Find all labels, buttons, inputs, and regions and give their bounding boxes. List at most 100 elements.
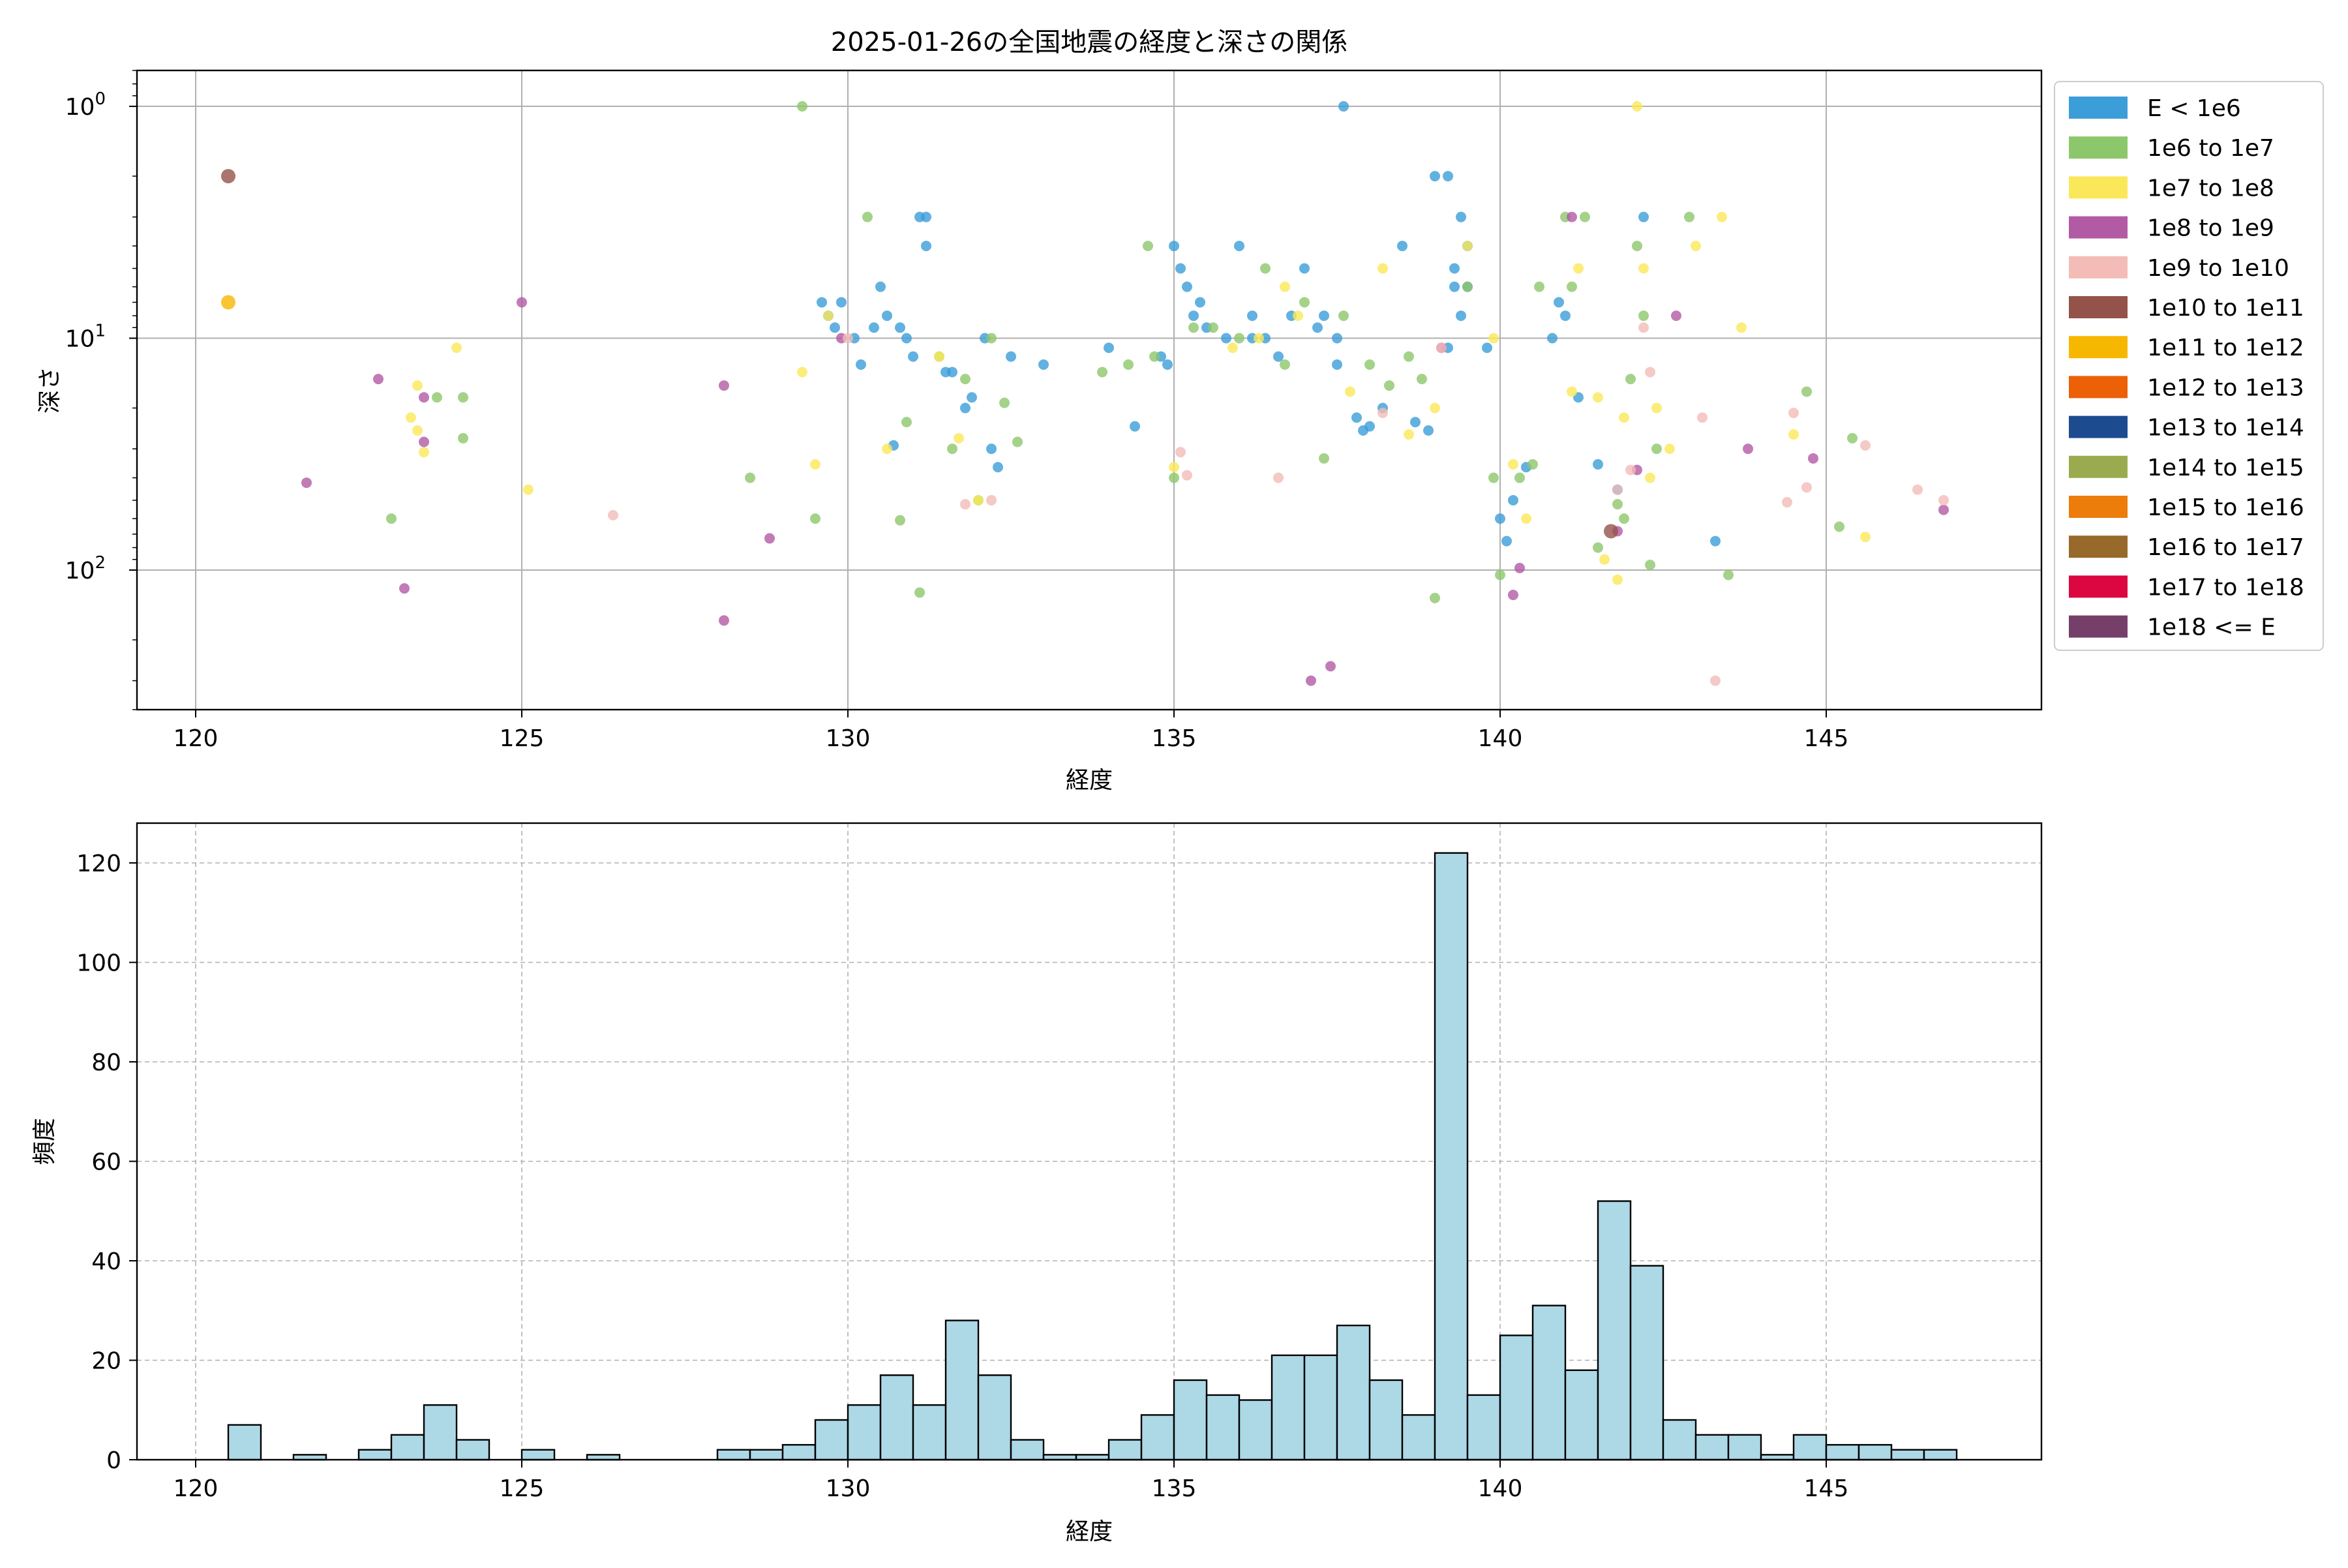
- scatter-point: [1104, 342, 1114, 354]
- legend-label: 1e8 to 1e9: [2147, 215, 2274, 242]
- scatter-point: [797, 367, 807, 378]
- scatter-point: [986, 333, 997, 344]
- scatter-point: [810, 459, 820, 470]
- histogram-bar: [455, 1439, 490, 1461]
- histogram-bar: [1792, 1434, 1828, 1461]
- scatter-point: [1130, 421, 1140, 432]
- legend-label: 1e14 to 1e15: [2147, 455, 2304, 481]
- scatter-point: [1430, 171, 1440, 182]
- histogram-bar: [227, 1424, 262, 1461]
- scatter-point: [719, 615, 729, 626]
- scatter-point: [1782, 497, 1792, 508]
- scatter-point: [1423, 425, 1434, 436]
- histogram-y-tick-label: 20: [91, 1348, 121, 1375]
- scatter-point: [1638, 310, 1649, 322]
- legend-items: E < 1e6 1e6 to 1e7 1e7 to 1e8 1e8 to 1e9 1e9…: [2069, 95, 2304, 641]
- scatter-point: [1456, 310, 1466, 322]
- scatter-point: [1280, 281, 1290, 292]
- scatter-point: [993, 462, 1003, 473]
- scatter-point: [432, 392, 442, 403]
- scatter-point: [1247, 310, 1257, 322]
- histogram-bar: [357, 1449, 393, 1461]
- scatter-x-tick-label: 120: [173, 725, 218, 752]
- scatter-point: [1410, 417, 1421, 428]
- legend-label: 1e17 to 1e18: [2147, 574, 2304, 601]
- scatter-point: [1743, 444, 1753, 455]
- scatter-point: [419, 436, 429, 447]
- scatter-point: [1638, 211, 1649, 222]
- legend-swatch: [2069, 256, 2128, 279]
- scatter-point: [1528, 459, 1538, 470]
- scatter-x-tick-label: 135: [1152, 725, 1197, 752]
- scatter-point: [608, 509, 618, 520]
- scatter-point: [1188, 322, 1199, 333]
- scatter-point: [921, 241, 931, 252]
- scatter-point: [1430, 402, 1440, 414]
- scatter-point: [895, 322, 905, 333]
- scatter-y-tick-base: 10: [65, 94, 95, 121]
- histogram-bar: [423, 1404, 458, 1461]
- histogram-bar: [1010, 1439, 1045, 1461]
- histogram-bar: [1107, 1439, 1143, 1461]
- scatter-point: [1619, 513, 1629, 524]
- scatter-point: [1345, 386, 1355, 397]
- scatter-point: [1684, 211, 1694, 222]
- scatter-point: [1645, 367, 1655, 378]
- scatter-y-label: 深さ: [37, 367, 63, 414]
- scatter-point: [856, 359, 866, 370]
- scatter-point: [1912, 484, 1923, 495]
- scatter-point: [1364, 421, 1375, 432]
- scatter-point: [1860, 440, 1871, 451]
- scatter-x-tick-label: 125: [500, 725, 545, 752]
- scatter-point: [973, 494, 984, 505]
- scatter-point: [1306, 675, 1316, 686]
- scatter-point: [1482, 342, 1492, 354]
- histogram-bar: [1564, 1369, 1599, 1461]
- histogram-bar: [1238, 1399, 1273, 1461]
- scatter-point: [1567, 281, 1577, 292]
- legend-swatch: [2069, 376, 2128, 399]
- scatter-point: [386, 513, 397, 524]
- scatter-point: [914, 587, 925, 598]
- scatter-point: [908, 351, 918, 362]
- scatter-point: [1671, 310, 1681, 322]
- scatter-point: [1508, 459, 1518, 470]
- scatter-point: [1788, 408, 1799, 419]
- scatter-point: [1208, 322, 1218, 333]
- scatter-point: [1710, 535, 1721, 547]
- scatter-point: [999, 397, 1010, 408]
- histogram-y-label: 頻度: [31, 1118, 58, 1165]
- histogram-bar: [520, 1449, 556, 1461]
- scatter-point: [1012, 436, 1023, 447]
- histogram-bar: [1499, 1334, 1534, 1461]
- histogram-bars: [227, 852, 1958, 1461]
- scatter-point: [836, 297, 847, 308]
- scatter-point: [1554, 297, 1564, 308]
- legend-swatch: [2069, 136, 2128, 159]
- histogram-x-tick-label: 140: [1478, 1475, 1523, 1502]
- scatter-point: [517, 297, 527, 308]
- histogram-bar: [847, 1404, 882, 1461]
- scatter-point: [1182, 470, 1192, 481]
- scatter-point: [1299, 263, 1310, 274]
- scatter-point: [1593, 459, 1603, 470]
- scatter-point: [1456, 211, 1466, 222]
- legend-label: E < 1e6: [2147, 95, 2241, 122]
- scatter-point: [1038, 359, 1049, 370]
- scatter-point: [1612, 484, 1623, 495]
- scatter-point: [1938, 504, 1949, 515]
- scatter-point: [1638, 263, 1649, 274]
- scatter-point: [1254, 333, 1264, 344]
- scatter-point: [458, 432, 468, 444]
- histogram-bar: [1825, 1443, 1860, 1461]
- scatter-point: [1847, 432, 1858, 444]
- scatter-point: [1710, 675, 1721, 686]
- histogram-bar: [1173, 1379, 1208, 1461]
- scatter-point: [967, 392, 977, 403]
- legend-label: 1e6 to 1e7: [2147, 135, 2274, 162]
- legend-label: 1e9 to 1e10: [2147, 255, 2289, 282]
- scatter-point: [1149, 351, 1160, 362]
- scatter-point: [1860, 532, 1871, 543]
- histogram-bar: [390, 1434, 425, 1461]
- scatter-point: [1449, 263, 1460, 274]
